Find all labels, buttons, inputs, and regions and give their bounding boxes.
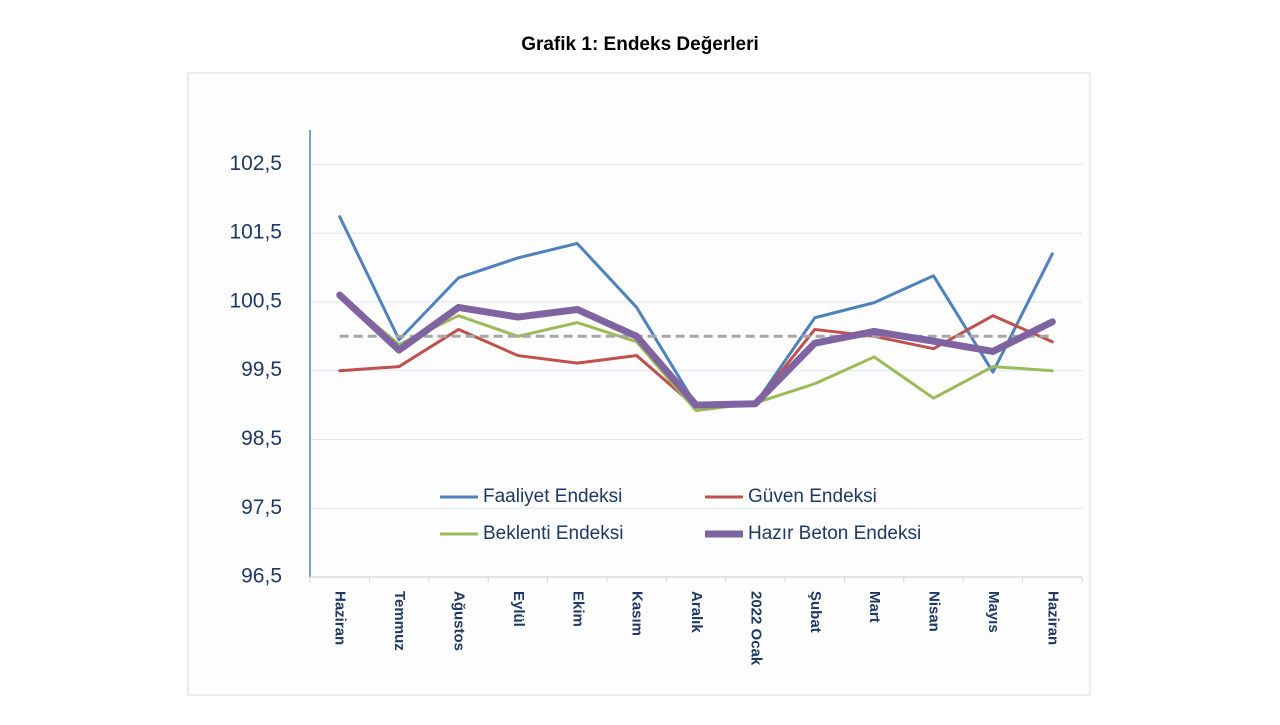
y-tick-label: 102,5 [229, 152, 282, 175]
y-tick-label: 101,5 [229, 221, 282, 244]
x-tick-label: 2022 Ocak [747, 591, 764, 666]
x-tick-label: Mart [866, 591, 883, 623]
y-tick-label: 100,5 [229, 289, 282, 312]
x-tick-label: Şubat [807, 591, 824, 633]
y-tick-label: 97,5 [241, 496, 282, 519]
x-tick-label: Kasım [629, 591, 646, 636]
y-tick-label: 99,5 [241, 358, 282, 381]
chart-frame [187, 72, 1091, 696]
x-tick-label: Temmuz [391, 591, 408, 651]
legend-label: Hazır Beton Endeksi [748, 523, 921, 544]
x-tick-label: Eylül [510, 591, 527, 627]
x-tick-label: Ekim [569, 591, 586, 627]
x-tick-label: Nisan [926, 591, 943, 632]
x-tick-label: Haziran [1044, 591, 1061, 645]
x-tick-label: Mayıs [985, 591, 1002, 633]
chart-title: Grafik 1: Endeks Değerleri [521, 34, 759, 55]
y-tick-label: 96,5 [241, 565, 282, 588]
legend-label: Faaliyet Endeksi [483, 486, 622, 507]
legend-label: Güven Endeksi [748, 486, 877, 507]
y-tick-label: 98,5 [241, 427, 282, 450]
x-tick-label: Haziran [332, 591, 349, 645]
series-line [336, 291, 1056, 409]
x-tick-label: Ağustos [450, 591, 467, 651]
series-line [338, 293, 1054, 413]
legend-label: Beklenti Endeksi [483, 523, 623, 544]
x-tick-label: Aralık [688, 591, 705, 633]
